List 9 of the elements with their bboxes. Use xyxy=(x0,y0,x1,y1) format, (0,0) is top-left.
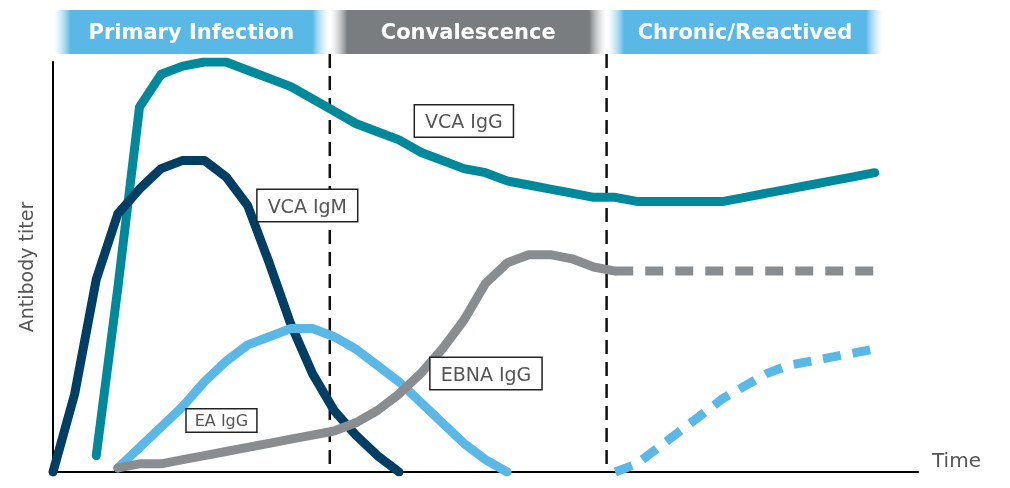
series-label: EA IgG xyxy=(194,410,249,430)
x-axis-title: Time xyxy=(931,448,981,472)
series-label: EBNA IgG xyxy=(440,362,532,385)
text: Convalescence xyxy=(380,20,556,44)
y-axis-title: Antibody titer xyxy=(14,201,37,333)
series-label: VCA IgG xyxy=(425,110,503,133)
text: Primary Infection xyxy=(88,20,295,44)
text: Chronic/Reactived xyxy=(637,20,853,44)
series-label: VCA IgM xyxy=(267,194,347,217)
